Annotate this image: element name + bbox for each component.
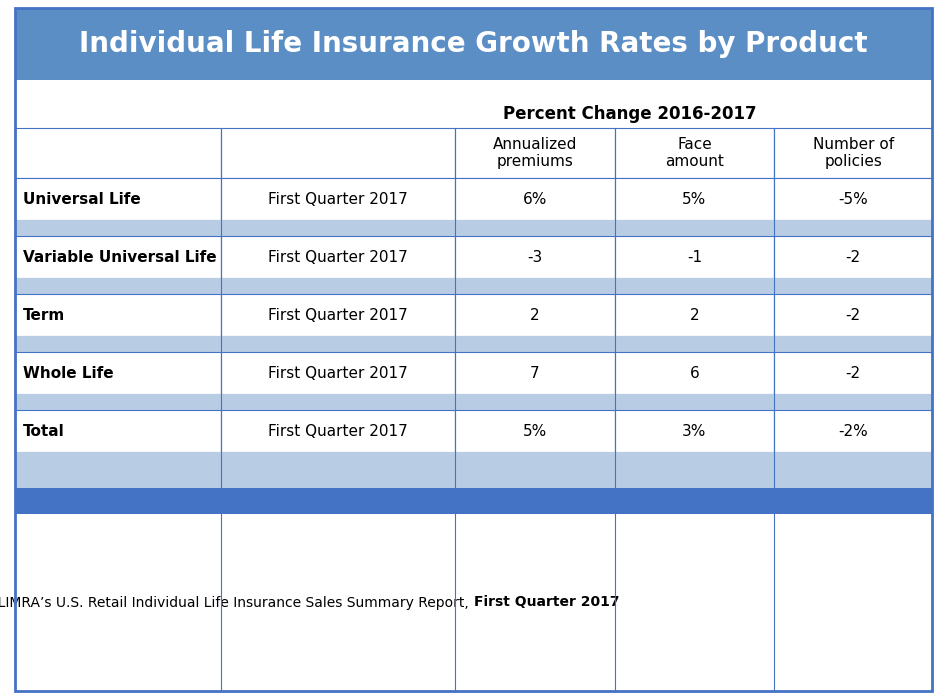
Bar (15, 80, 932, 100)
Bar (456, 410, 615, 452)
Bar (615, 236, 775, 278)
Bar (222, 352, 456, 394)
Text: Term: Term (23, 308, 65, 322)
Bar (775, 236, 932, 278)
Text: Individual Life Insurance Growth Rates by Product: Individual Life Insurance Growth Rates b… (80, 30, 867, 58)
Bar (456, 178, 615, 220)
Bar (222, 410, 456, 452)
Bar (222, 128, 456, 178)
Bar (456, 294, 615, 336)
Bar (775, 128, 932, 178)
Bar (775, 178, 932, 220)
Text: First Quarter 2017: First Quarter 2017 (268, 308, 408, 322)
Text: 6: 6 (689, 366, 700, 380)
Bar (15, 514, 932, 691)
Bar (775, 410, 932, 452)
Text: -2: -2 (846, 308, 861, 322)
Text: Whole Life: Whole Life (23, 366, 114, 380)
Text: Annualized
premiums: Annualized premiums (492, 137, 577, 169)
Text: Face
amount: Face amount (665, 137, 724, 169)
Text: 3%: 3% (682, 424, 706, 438)
Text: -3: -3 (527, 250, 543, 264)
Bar (775, 352, 932, 394)
Bar (15, 100, 932, 128)
Text: -5%: -5% (838, 192, 868, 206)
Text: -2: -2 (846, 250, 861, 264)
Text: 2: 2 (530, 308, 540, 322)
Bar (222, 294, 456, 336)
Bar (615, 352, 775, 394)
Bar (15, 336, 932, 352)
Bar (15, 468, 932, 488)
Text: Percent Change 2016-2017: Percent Change 2016-2017 (503, 105, 757, 123)
Bar (15, 410, 222, 452)
Bar (15, 278, 932, 294)
Bar (615, 178, 775, 220)
Text: Number of
policies: Number of policies (813, 137, 894, 169)
Bar (222, 178, 456, 220)
Bar (456, 352, 615, 394)
Text: First Quarter 2017: First Quarter 2017 (268, 424, 408, 438)
Text: 5%: 5% (683, 192, 706, 206)
Bar (456, 128, 615, 178)
Text: First Quarter 2017: First Quarter 2017 (268, 366, 408, 380)
Text: -1: -1 (687, 250, 702, 264)
Bar (615, 294, 775, 336)
Bar (456, 236, 615, 278)
Bar (15, 488, 932, 514)
Text: Variable Universal Life: Variable Universal Life (23, 250, 217, 264)
Text: Source: LIMRA’s U.S. Retail Individual Life Insurance Sales Summary Report,: Source: LIMRA’s U.S. Retail Individual L… (0, 596, 474, 610)
Text: -2: -2 (846, 366, 861, 380)
Bar (15, 220, 932, 236)
Bar (15, 128, 222, 178)
Bar (15, 8, 932, 80)
Text: Total: Total (23, 424, 64, 438)
Bar (222, 236, 456, 278)
Bar (15, 394, 932, 410)
Text: First Quarter 2017: First Quarter 2017 (268, 192, 408, 206)
Bar (15, 236, 222, 278)
Text: Universal Life: Universal Life (23, 192, 141, 206)
Bar (775, 294, 932, 336)
Bar (15, 294, 222, 336)
Text: First Quarter 2017: First Quarter 2017 (268, 250, 408, 264)
Text: -2%: -2% (838, 424, 868, 438)
Text: 2: 2 (689, 308, 699, 322)
Text: 5%: 5% (523, 424, 547, 438)
Bar (15, 352, 222, 394)
Text: 6%: 6% (523, 192, 547, 206)
Bar (15, 452, 932, 468)
Bar (615, 128, 775, 178)
Text: First Quarter 2017: First Quarter 2017 (474, 596, 619, 610)
Text: 7: 7 (530, 366, 540, 380)
Bar (15, 178, 222, 220)
Bar (615, 410, 775, 452)
